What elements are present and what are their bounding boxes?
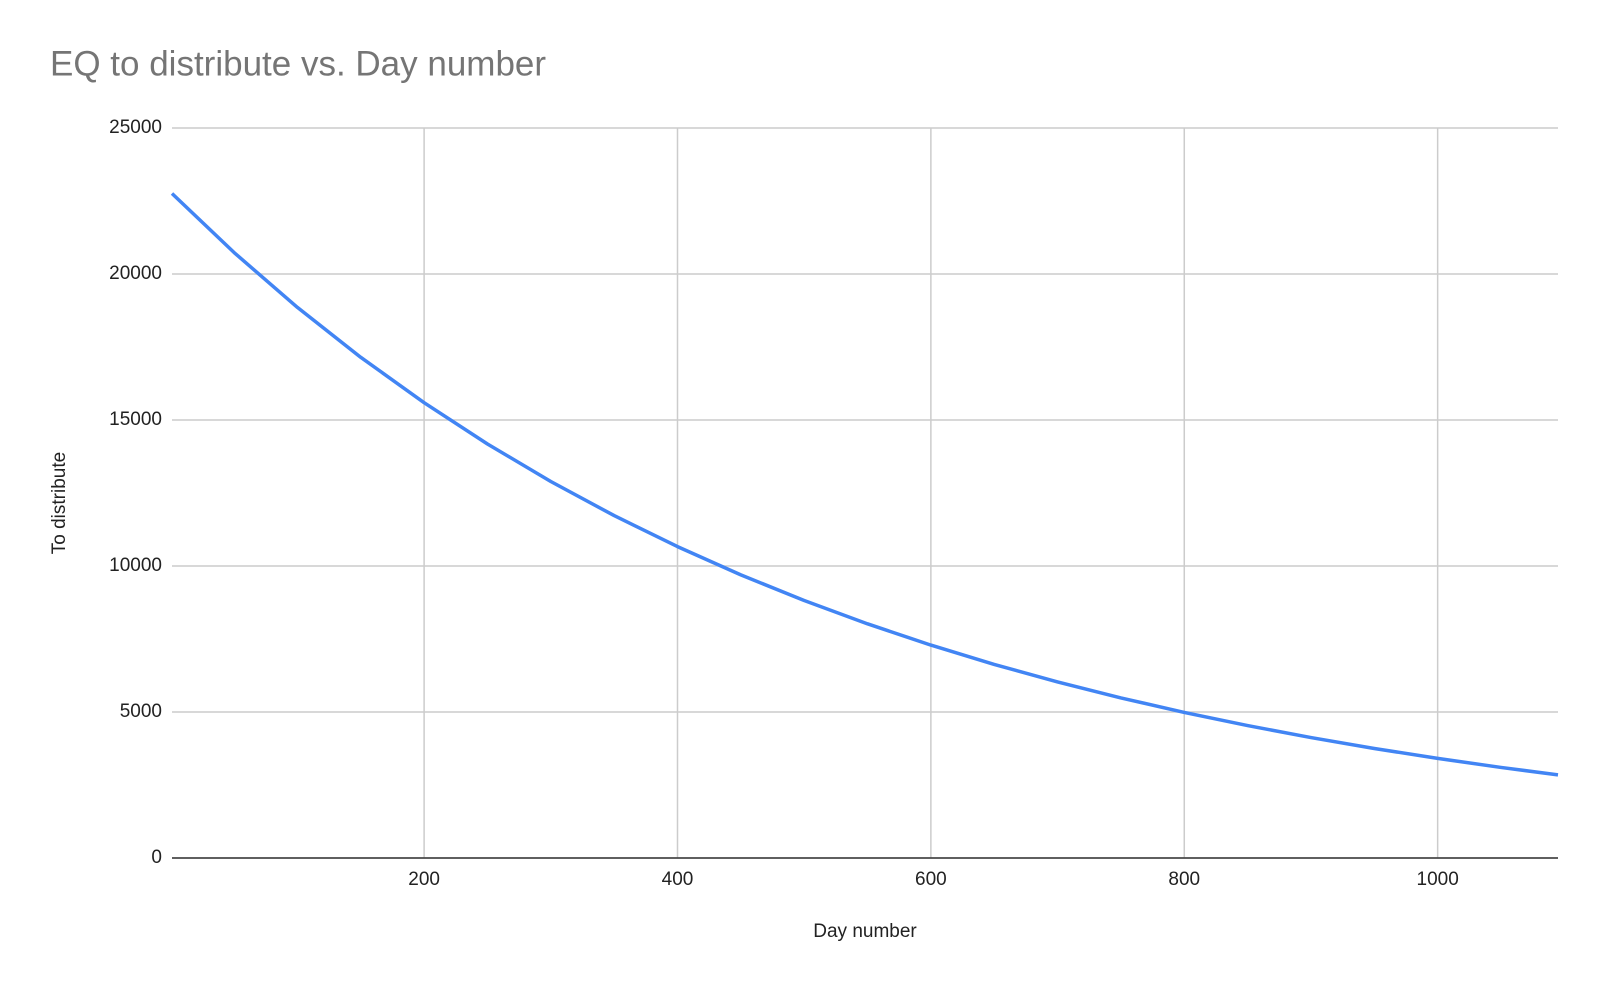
x-tick-label: 200 xyxy=(408,869,440,890)
y-tick-label: 5000 xyxy=(120,701,162,722)
y-tick-label: 15000 xyxy=(109,409,162,430)
x-tick-label: 600 xyxy=(915,869,947,890)
y-tick-label: 0 xyxy=(151,847,162,868)
y-tick-label: 10000 xyxy=(109,555,162,576)
data-line xyxy=(170,192,1559,777)
chart-title: EQ to distribute vs. Day number xyxy=(50,44,546,83)
x-tick-label: 800 xyxy=(1168,869,1200,890)
x-tick-label: 1000 xyxy=(1417,869,1459,890)
x-axis-label: Day number xyxy=(813,921,917,942)
x-tick-label: 400 xyxy=(662,869,694,890)
y-tick-label: 20000 xyxy=(109,263,162,284)
y-axis-label: To distribute xyxy=(49,452,70,554)
y-tick-label: 25000 xyxy=(109,117,162,138)
